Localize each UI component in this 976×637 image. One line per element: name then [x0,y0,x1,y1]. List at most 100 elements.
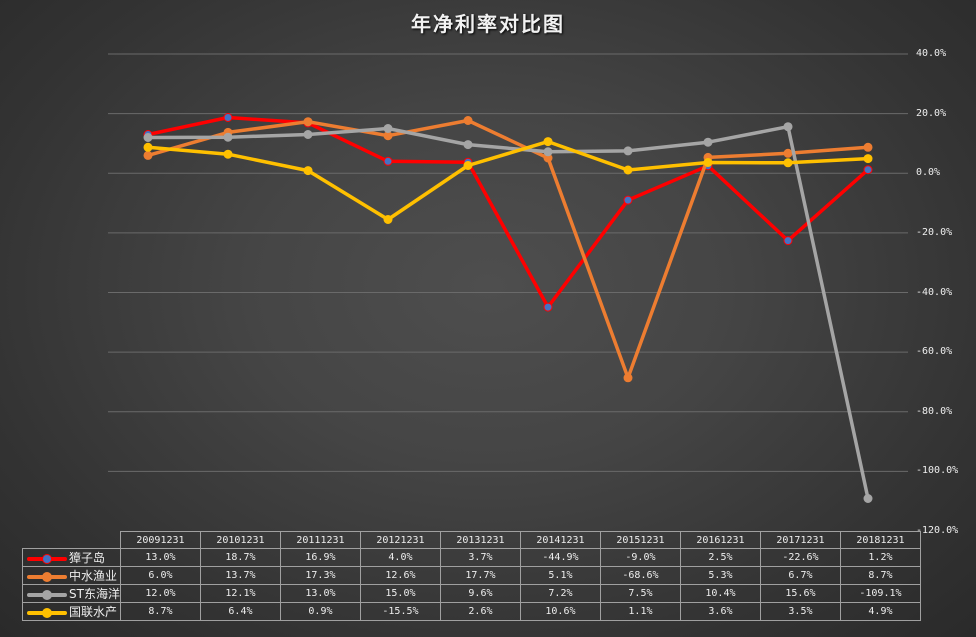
data-point-marker[interactable] [863,142,873,152]
table-column-header: 20171231 [759,531,841,549]
data-point-marker[interactable] [623,146,633,156]
legend-series-name: ST东海洋 [69,587,120,601]
table-column-header: 20101231 [199,531,281,549]
table-cell: -9.0% [599,548,681,567]
table-cell: 13.0% [119,548,201,567]
table-column-header: 20151231 [599,531,681,549]
table-row: 国联水产 8.7% 6.4% 0.9% -15.5% 2.6% 10.6% 1.1% 3.6% 3… [22,602,921,621]
table-cell: -109.1% [839,584,921,603]
y-axis-tick-label: -60.0% [916,346,953,358]
legend-line-marker-icon [27,607,67,619]
data-point-marker[interactable] [303,166,313,176]
data-point-marker[interactable] [863,154,873,164]
table-cell: 10.4% [679,584,761,603]
data-point-marker[interactable] [623,165,633,175]
table-cell: 6.0% [119,566,201,585]
data-point-marker[interactable] [623,373,633,383]
table-cell: 5.3% [679,566,761,585]
data-point-marker[interactable] [383,156,393,166]
data-point-marker[interactable] [783,236,793,246]
table-cell: 4.9% [839,602,921,621]
data-point-marker[interactable] [303,117,313,127]
data-point-marker[interactable] [143,133,153,142]
table-cell: 9.6% [439,584,521,603]
series-line [147,124,870,499]
data-point-marker[interactable] [783,122,793,132]
table-cell: 6.7% [759,566,841,585]
legend-entry: 中水渔业 [22,566,121,585]
legend-series-name: 国联水产 [69,605,118,619]
table-cell: 17.7% [439,566,521,585]
table-cell: 18.7% [199,548,281,567]
table-cell: -68.6% [599,566,681,585]
data-point-marker[interactable] [383,124,393,133]
data-point-marker[interactable] [863,165,873,175]
series-line [147,115,870,309]
y-axis-tick-label: -100.0% [916,465,959,477]
table-cell: 17.3% [279,566,361,585]
table-row: 獐子岛 13.0% 18.7% 16.9% 4.0% 3.7% -44.9% -9.0% 2.5… [22,548,921,567]
legend-entry: 国联水产 [22,602,121,621]
table-cell: -15.5% [359,602,441,621]
table-cell: -22.6% [759,548,841,567]
table-cell: 15.0% [359,584,441,603]
data-point-marker[interactable] [143,142,153,152]
data-point-marker[interactable] [703,158,713,167]
data-point-marker[interactable] [703,137,713,147]
data-point-marker[interactable] [543,137,553,147]
table-cell: 3.5% [759,602,841,621]
table-corner [22,531,121,549]
y-axis-tick-label: -120.0% [916,525,959,536]
data-table: 20091231 20101231 20111231 20121231 20131231… [22,531,921,621]
data-point-marker[interactable] [303,130,313,139]
data-point-marker[interactable] [223,149,233,159]
table-cell: 12.0% [119,584,201,603]
table-cell: 4.0% [359,548,441,567]
table-header-row: 20091231 20101231 20111231 20121231 20131231… [22,531,921,549]
series-line [147,118,869,380]
data-point-marker[interactable] [383,215,393,224]
data-point-marker[interactable] [463,116,473,125]
data-point-marker[interactable] [543,147,553,157]
table-cell: 8.7% [839,566,921,585]
table-cell: 12.6% [359,566,441,585]
data-point-marker[interactable] [783,148,793,158]
table-cell: 1.1% [599,602,681,621]
series-1 [143,116,873,383]
y-axis-tick-label: -20.0% [916,226,953,238]
legend-entry: ST东海洋 [22,584,121,603]
series-0 [143,113,873,312]
data-point-marker[interactable] [223,113,233,122]
data-point-marker[interactable] [223,132,233,142]
table-cell: 15.6% [759,584,841,603]
data-point-marker[interactable] [143,150,153,160]
table-column-header: 20161231 [679,531,761,549]
legend-series-name: 獐子岛 [69,551,106,565]
table-column-header: 20181231 [839,531,921,549]
chart-title: 年净利率对比图 [411,12,565,36]
table-cell: 5.1% [519,566,601,585]
data-point-marker[interactable] [623,195,633,205]
legend-line-marker-icon [27,553,67,565]
table-cell: -44.9% [519,548,601,567]
table-cell: 8.7% [119,602,201,621]
series-2 [143,122,873,503]
data-point-marker[interactable] [783,158,793,168]
y-axis-tick-label: -80.0% [916,405,953,417]
y-axis-tick-label: 20.0% [916,107,947,119]
data-point-marker[interactable] [463,161,473,170]
table-cell: 7.2% [519,584,601,603]
table-row: ST东海洋 12.0% 12.1% 13.0% 15.0% 9.6% 7.2% 7.5% 10.… [22,584,921,603]
data-point-marker[interactable] [543,302,553,312]
table-cell: 13.7% [199,566,281,585]
data-point-marker[interactable] [863,494,873,503]
table-cell: 12.1% [199,584,281,603]
table-cell: 7.5% [599,584,681,603]
table-cell: 1.2% [839,548,921,567]
data-point-marker[interactable] [463,140,473,150]
table-cell: 3.6% [679,602,761,621]
table-column-header: 20121231 [359,531,441,549]
table-cell: 10.6% [519,602,601,621]
table-cell: 3.7% [439,548,521,567]
